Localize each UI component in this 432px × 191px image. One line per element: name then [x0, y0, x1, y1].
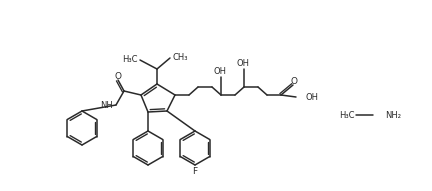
Text: H₃C: H₃C: [340, 111, 355, 120]
Text: CH₃: CH₃: [172, 53, 187, 62]
Text: OH: OH: [305, 92, 318, 101]
Text: OH: OH: [213, 66, 226, 75]
Text: OH: OH: [236, 58, 250, 67]
Text: O: O: [114, 71, 121, 80]
Text: NH₂: NH₂: [385, 111, 401, 120]
Text: H₃C: H₃C: [123, 54, 138, 63]
Text: O: O: [290, 77, 298, 86]
Text: F: F: [192, 167, 197, 176]
Text: NH: NH: [100, 100, 113, 109]
